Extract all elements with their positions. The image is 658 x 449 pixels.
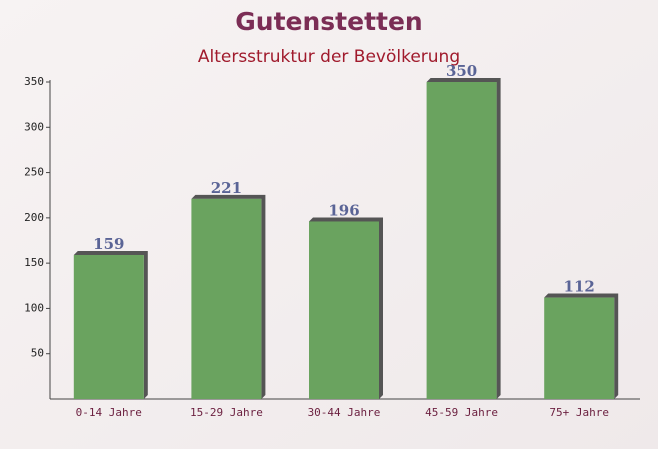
chart-title: Gutenstetten xyxy=(235,7,422,36)
y-tick-label: 200 xyxy=(24,211,44,224)
value-label: 221 xyxy=(211,179,242,197)
bar xyxy=(73,254,144,399)
y-tick-label: 150 xyxy=(24,256,44,269)
x-tick-label: 30-44 Jahre xyxy=(308,406,381,419)
y-tick-label: 100 xyxy=(24,301,44,314)
value-label: 112 xyxy=(564,278,595,296)
y-tick-label: 250 xyxy=(24,166,44,179)
x-tick-label: 15-29 Jahre xyxy=(190,406,263,419)
bar xyxy=(426,82,497,399)
y-tick-label: 300 xyxy=(24,120,44,133)
value-label: 159 xyxy=(93,235,124,253)
x-tick-label: 45-59 Jahre xyxy=(425,406,498,419)
bar xyxy=(309,221,379,399)
bar xyxy=(544,297,615,399)
y-tick-label: 350 xyxy=(24,75,44,88)
x-tick-label: 0-14 Jahre xyxy=(76,406,142,419)
value-label: 196 xyxy=(328,201,359,219)
bar xyxy=(191,198,262,399)
x-tick-label: 75+ Jahre xyxy=(549,406,609,419)
value-label: 350 xyxy=(446,62,477,80)
y-tick-label: 50 xyxy=(31,347,44,360)
chart-subtitle: Altersstruktur der Bevölkerung xyxy=(198,47,460,67)
